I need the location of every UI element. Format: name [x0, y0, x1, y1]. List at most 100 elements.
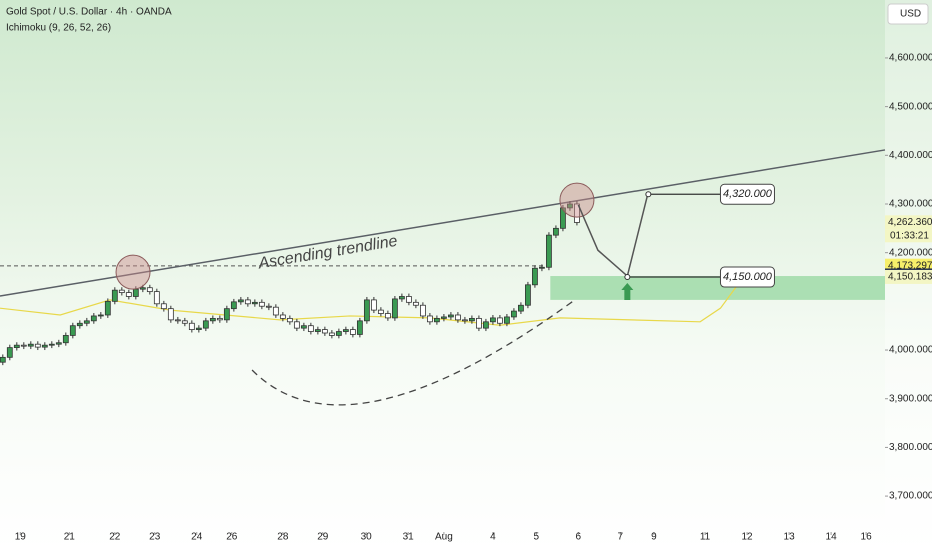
- target-point: [645, 191, 652, 198]
- candle-body: [48, 343, 55, 346]
- x-tick-label: 14: [826, 532, 838, 543]
- x-tick-label: 28: [277, 532, 289, 543]
- candle-body: [525, 284, 531, 306]
- candle-body: [384, 313, 391, 319]
- candle-body: [567, 203, 573, 209]
- y-tick-label: 4,200.000: [889, 247, 932, 258]
- x-tick-label: 5: [534, 532, 540, 543]
- candle-body: [518, 304, 524, 312]
- candle-body: [132, 288, 139, 297]
- candle-body: [167, 308, 174, 321]
- candle-body: [188, 322, 195, 330]
- candle-body: [349, 329, 356, 335]
- candle-body: [511, 310, 517, 318]
- candle-body: [272, 306, 279, 316]
- price-tag: [885, 269, 932, 284]
- candle-body: [251, 301, 258, 305]
- target-point: [624, 274, 631, 281]
- candle-body: [34, 343, 41, 348]
- candle-body: [462, 319, 468, 322]
- candle-body: [13, 344, 20, 349]
- candle-body: [55, 342, 62, 345]
- candle-body: [76, 322, 83, 327]
- candle-body: [237, 299, 244, 303]
- candle-body: [370, 299, 377, 311]
- y-tick-label: 4,000.000: [889, 345, 932, 356]
- candle-body: [335, 331, 342, 336]
- candle-body: [90, 315, 97, 322]
- candle-body: [27, 343, 34, 347]
- x-tick-label: 30: [361, 532, 373, 543]
- x-tick-label: 4: [490, 532, 496, 543]
- target-box: [719, 183, 775, 205]
- candle-body: [146, 287, 153, 293]
- candle-body: [328, 332, 335, 336]
- candle-body: [574, 203, 580, 223]
- candle-body: [209, 317, 216, 322]
- candle-body: [504, 316, 510, 324]
- candle-body: [321, 329, 328, 334]
- candle-body: [455, 314, 461, 321]
- candle-body: [293, 321, 300, 329]
- candle-body: [300, 325, 307, 329]
- y-tick-label: 4,600.000: [889, 53, 932, 64]
- candle-body: [118, 289, 125, 293]
- x-tick-label: 11: [700, 532, 711, 543]
- y-tick-label: 4,400.000: [889, 150, 932, 161]
- x-tick-label: 31: [403, 532, 415, 543]
- candle-body: [174, 319, 181, 322]
- x-tick-label: 7: [618, 532, 624, 543]
- candle-body: [307, 325, 314, 332]
- price-tag-label: 4,150.183: [888, 272, 932, 283]
- x-tick-label: 13: [784, 532, 796, 543]
- candle-body: [223, 308, 230, 321]
- candle-body: [560, 207, 566, 229]
- candle-body: [160, 303, 167, 310]
- y-tick-label: 4,500.000: [889, 101, 932, 112]
- target-label: 4,150.000: [723, 271, 773, 283]
- y-tick-label: 3,900.000: [889, 393, 932, 404]
- candle-body: [448, 314, 454, 318]
- candle-body: [69, 325, 76, 336]
- candle-body: [391, 298, 398, 319]
- candle-body: [363, 299, 370, 322]
- candle-body: [342, 329, 349, 332]
- candle-body: [230, 301, 237, 310]
- candle-body: [279, 314, 286, 319]
- countdown-tag: [885, 229, 932, 243]
- candle-body: [532, 267, 538, 286]
- candle-body: [153, 291, 160, 305]
- candle-body: [0, 356, 6, 363]
- candle-body: [497, 317, 503, 324]
- candle-body: [111, 289, 118, 302]
- candle-body: [546, 234, 552, 268]
- x-tick-label: Aug: [435, 532, 453, 543]
- candle-body: [62, 335, 69, 344]
- candle-body: [97, 314, 104, 317]
- candle-body: [405, 296, 412, 303]
- trendline: [0, 149, 886, 297]
- candle-body: [265, 305, 272, 308]
- candle-body: [258, 301, 265, 307]
- candle-body: [244, 299, 251, 305]
- candle-body: [286, 317, 293, 323]
- x-tick-label: 24: [191, 532, 203, 543]
- candle-body: [20, 344, 27, 347]
- x-tick-label: 19: [15, 532, 27, 543]
- candle-body: [476, 317, 482, 329]
- projection-path: [577, 191, 650, 278]
- candle-body: [181, 320, 188, 324]
- target-box: [719, 266, 775, 288]
- candle-body: [426, 315, 433, 323]
- target-label: 4,320.000: [723, 188, 773, 200]
- y-tick-label: 3,800.000: [889, 442, 932, 453]
- dashed-curve: [251, 299, 576, 406]
- candle-body: [469, 317, 475, 322]
- currency-label[interactable]: USD: [900, 9, 921, 20]
- countdown-label: 01:33:21: [890, 230, 929, 241]
- currency-button[interactable]: [887, 3, 929, 25]
- candle-body: [41, 344, 48, 348]
- up-arrow: [621, 283, 634, 301]
